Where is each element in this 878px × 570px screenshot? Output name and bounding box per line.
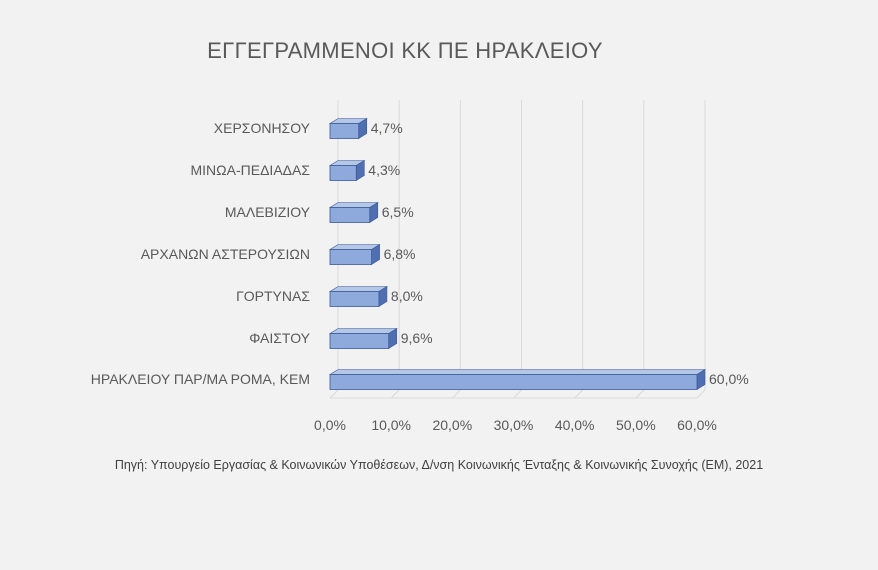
x-tick-label: 40,0%: [555, 417, 595, 433]
data-label: 4,3%: [368, 162, 400, 178]
category-label: ΜΙΝΩΑ-ΠΕΔΙΑΔΑΣ: [191, 162, 311, 178]
category-label: ΑΡΧΑΝΩΝ ΑΣΤΕΡΟΥΣΙΩΝ: [141, 246, 310, 262]
data-label: 9,6%: [401, 330, 433, 346]
x-tick-label: 20,0%: [432, 417, 472, 433]
data-label: 6,8%: [384, 246, 416, 262]
bar-top: [328, 328, 398, 334]
category-label: ΦΑΙΣΤΟΥ: [249, 330, 310, 346]
gridline-floor: [329, 389, 339, 399]
x-tick-label: 10,0%: [371, 417, 411, 433]
data-label: 6,5%: [382, 204, 414, 220]
chart-title: ΕΓΓΕΓΡΑΜΜΕΝΟΙ ΚΚ ΠΕ ΗΡΑΚΛΕΙΟΥ: [207, 38, 603, 63]
bar-top: [328, 286, 388, 292]
bar-top: [328, 244, 381, 250]
category-label: ΧΕΡΣΟΝΗΣΟΥ: [214, 120, 311, 136]
x-tick-label: 30,0%: [494, 417, 534, 433]
bar: [329, 207, 371, 223]
bar: [329, 333, 390, 349]
category-label: ΗΡΑΚΛΕΙΟΥ ΠΑΡ/ΜΑ ΡΟΜΑ, ΚΕΜ: [91, 371, 310, 387]
gridline-floor: [390, 389, 400, 399]
gridline-floor: [513, 389, 522, 399]
category-label: ΜΑΛΕΒΙΖΙΟΥ: [225, 204, 311, 220]
bar: [329, 374, 698, 390]
bar: [329, 291, 380, 307]
x-tick-label: 60,0%: [677, 417, 717, 433]
bar: [329, 123, 360, 139]
data-label: 4,7%: [371, 120, 403, 136]
bar: [329, 165, 357, 181]
data-label: 60,0%: [709, 371, 749, 387]
x-tick-label: 0,0%: [314, 417, 346, 433]
gridline-floor: [574, 389, 584, 399]
gridline-floor: [451, 389, 461, 399]
data-label: 8,0%: [391, 288, 423, 304]
source-note: Πηγή: Υπουργείο Εργασίας & Κοινωνικών Υπ…: [114, 458, 764, 472]
gridline-floor: [635, 389, 645, 399]
category-label: ΓΟΡΤΥΝΑΣ: [236, 288, 310, 304]
bar: [329, 249, 372, 265]
x-tick-label: 50,0%: [616, 417, 656, 433]
bar-top: [328, 369, 707, 375]
gridline-floor: [696, 389, 706, 399]
